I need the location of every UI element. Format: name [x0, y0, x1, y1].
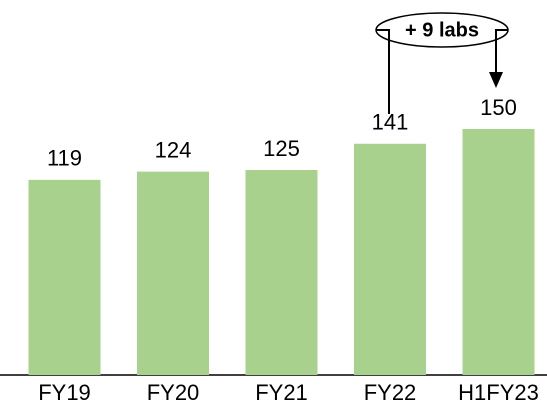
- bar: [462, 129, 535, 375]
- value-label: 150: [480, 95, 517, 120]
- bar: [137, 171, 209, 375]
- value-label: 141: [372, 110, 409, 135]
- x-tick-label: H1FY23: [458, 380, 539, 405]
- value-label: 119: [47, 146, 82, 171]
- arrow-head: [489, 72, 503, 88]
- bar: [245, 170, 318, 375]
- x-tick-label: FY20: [147, 380, 200, 405]
- value-label: 124: [155, 137, 192, 162]
- x-tick-label: FY21: [255, 380, 308, 405]
- annotation: + 9 labs: [375, 12, 509, 114]
- x-tick-label: FY19: [38, 380, 91, 405]
- bar: [28, 179, 101, 375]
- value-label: 125: [263, 136, 300, 161]
- bracket-right: [495, 29, 508, 74]
- x-tick-label: FY22: [364, 380, 417, 405]
- bar: [354, 143, 426, 375]
- annotation-text: + 9 labs: [405, 19, 479, 41]
- bracket-left: [376, 29, 390, 114]
